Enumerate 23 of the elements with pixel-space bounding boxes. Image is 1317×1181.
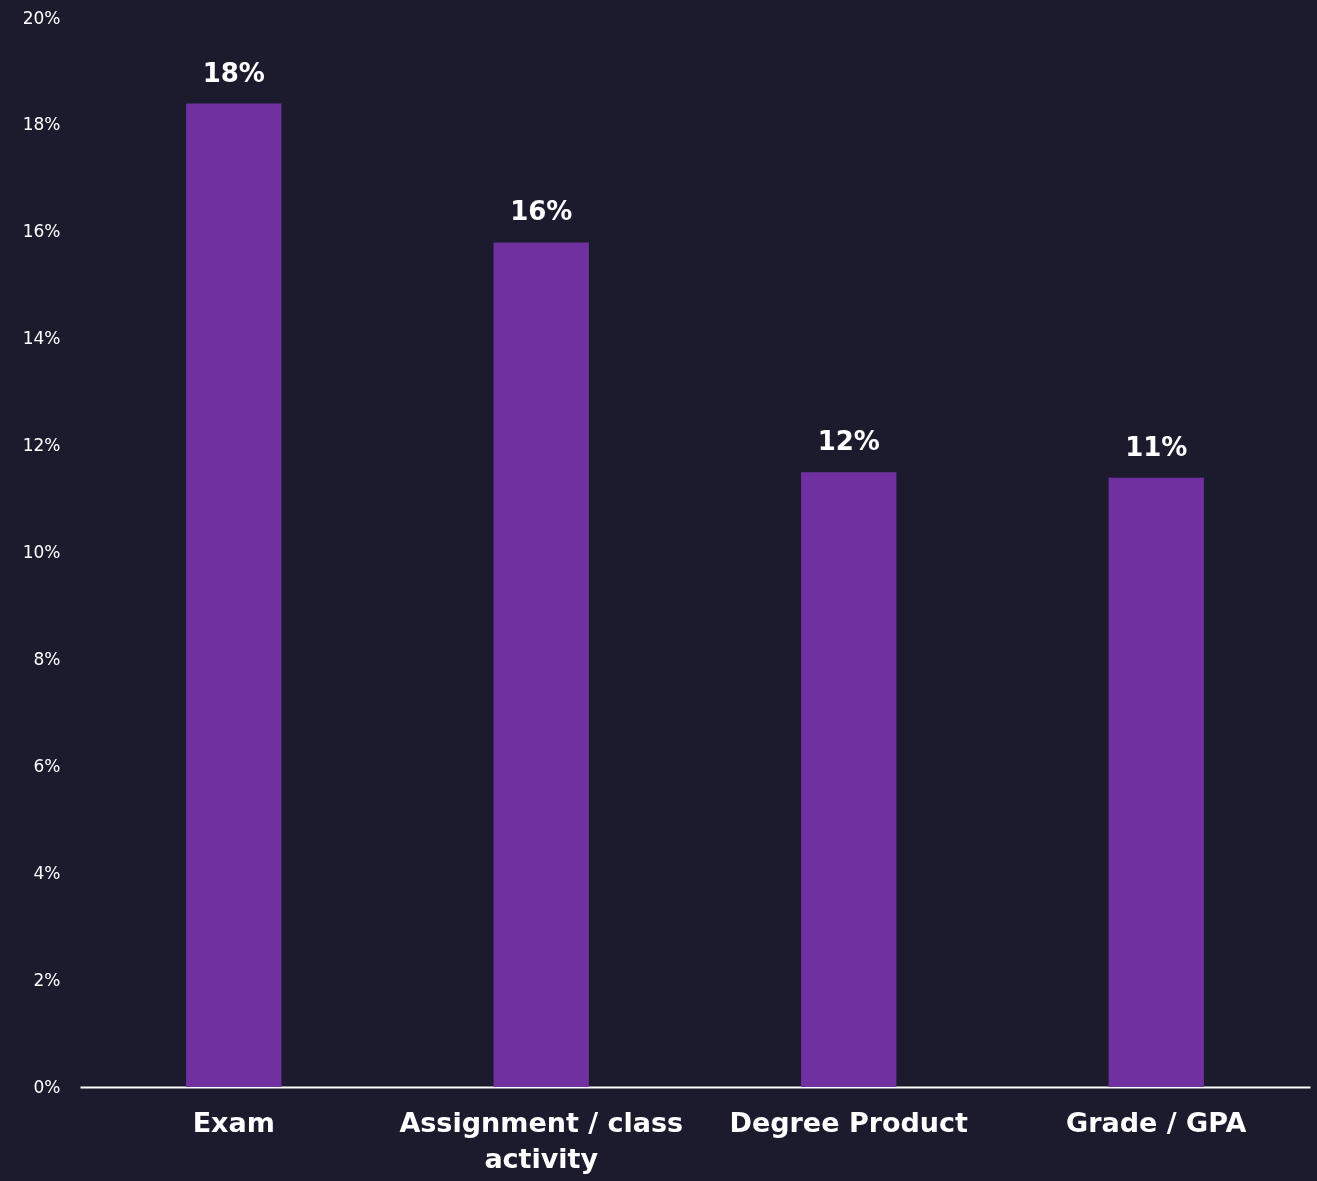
data-label: 18% — [202, 57, 265, 88]
y-tick-label: 14% — [22, 328, 61, 349]
x-tick-label: Grade / GPA — [1066, 1107, 1247, 1138]
y-tick-label: 0% — [33, 1076, 61, 1097]
x-tick-label: Assignment / class activity — [399, 1107, 684, 1174]
y-tick-label: 6% — [33, 755, 61, 776]
bar — [801, 472, 897, 1087]
y-tick-label: 18% — [22, 114, 61, 135]
data-label: 11% — [1125, 431, 1188, 462]
bar — [1108, 477, 1204, 1087]
y-tick-label: 4% — [33, 862, 61, 883]
y-tick-label: 12% — [22, 435, 61, 456]
x-tick-label: Degree Product — [729, 1107, 969, 1138]
data-label: 12% — [817, 426, 880, 457]
y-tick-label: 10% — [22, 542, 61, 562]
y-tick-label: 2% — [33, 969, 61, 990]
bar — [493, 242, 589, 1087]
data-label: 16% — [510, 196, 573, 227]
y-tick-label: 8% — [33, 648, 61, 669]
y-tick-label: 20% — [22, 7, 61, 28]
y-tick-label: 16% — [22, 221, 61, 242]
bar — [186, 103, 282, 1087]
x-tick-label: Exam — [192, 1107, 275, 1138]
